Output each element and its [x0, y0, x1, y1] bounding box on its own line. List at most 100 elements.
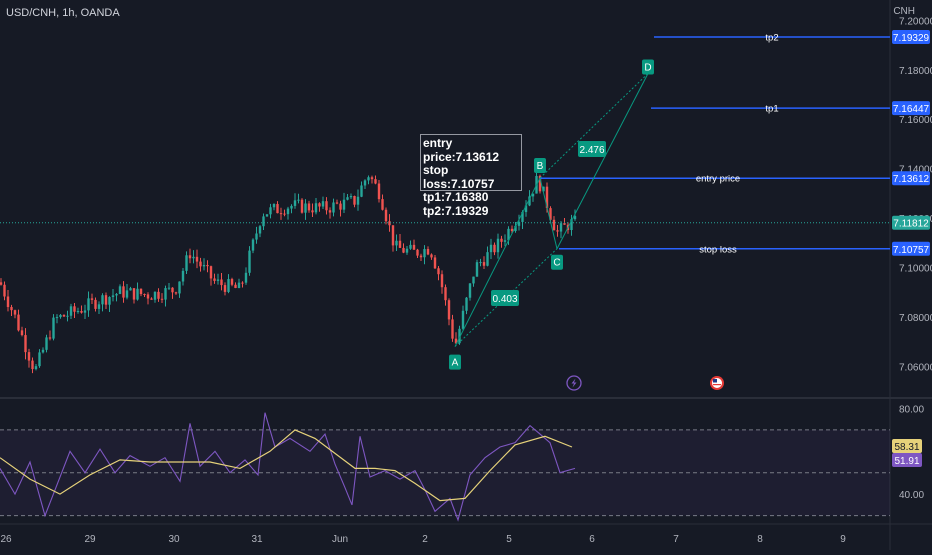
- candle-body: [531, 193, 535, 197]
- level-price-tag: [892, 171, 930, 186]
- candle-body: [251, 239, 255, 251]
- level-label: tp1: [765, 104, 778, 115]
- price-tick-label: 7.18000: [899, 66, 932, 77]
- candle-body: [510, 228, 514, 232]
- candle-body: [433, 257, 437, 269]
- candle-body: [139, 288, 143, 295]
- candle-body: [150, 298, 153, 300]
- candle-body: [335, 202, 339, 204]
- candle-body: [538, 175, 542, 192]
- candle-body: [286, 208, 290, 215]
- time-tick-label: 30: [168, 534, 180, 545]
- candle-body: [307, 203, 311, 211]
- candle-body: [279, 213, 283, 215]
- time-tick-label: 5: [506, 534, 512, 545]
- pattern-point-label: B: [537, 161, 544, 172]
- candle-body: [528, 196, 531, 206]
- candle-body: [80, 311, 83, 313]
- candle-body: [115, 293, 118, 296]
- time-tick-label: 8: [757, 534, 763, 545]
- candle-body: [73, 306, 76, 312]
- candle-body: [48, 337, 52, 339]
- time-tick-label: 26: [0, 534, 12, 545]
- candle-body: [276, 204, 279, 214]
- candle-body: [244, 272, 248, 283]
- candle-body: [349, 195, 353, 198]
- candle-body: [500, 238, 503, 242]
- candle-body: [363, 180, 367, 186]
- candle-body: [216, 279, 220, 281]
- candle-body: [143, 294, 146, 296]
- candle-body: [199, 261, 202, 267]
- candle-body: [111, 295, 115, 297]
- candle-body: [486, 252, 489, 266]
- candle-body: [391, 225, 395, 246]
- candle-body: [6, 296, 10, 308]
- pattern-point-badge: [551, 254, 563, 270]
- candle-body: [388, 221, 391, 226]
- candle-body: [104, 295, 108, 305]
- candle-body: [524, 205, 528, 213]
- candle-body: [318, 203, 321, 207]
- pattern-ratio-label: 2.476: [579, 145, 604, 156]
- level-price-label: 7.19329: [893, 33, 930, 44]
- candle-body: [311, 210, 314, 213]
- pattern-diagonal-bd: [539, 73, 649, 179]
- level-price-tag: [892, 101, 930, 116]
- level-tp1: tp1 7.16447: [651, 101, 930, 116]
- currency-label: CNH: [893, 6, 915, 17]
- level-price-tag: [892, 29, 930, 44]
- candle-body: [479, 262, 482, 264]
- price-tick-label: 7.20000: [899, 16, 932, 27]
- candle-body: [31, 360, 34, 370]
- pattern-leg: [556, 73, 649, 249]
- candle-body: [405, 248, 409, 253]
- candle-body: [272, 204, 276, 208]
- candle-body: [24, 335, 27, 353]
- candle-body: [20, 330, 24, 336]
- lightning-ring: [566, 375, 582, 391]
- candle-body: [461, 310, 465, 329]
- candle-body: [223, 285, 227, 292]
- lightning-icon: [566, 375, 582, 391]
- candle-body: [419, 255, 423, 258]
- candle-body: [55, 317, 59, 319]
- candle-body: [402, 247, 405, 253]
- flag-canton: [713, 379, 717, 383]
- candle-body: [367, 177, 370, 181]
- rsi-ma-line: [0, 429, 573, 502]
- candle-body: [542, 186, 545, 192]
- candle-body: [157, 291, 160, 299]
- candle-body: [90, 298, 94, 300]
- candle-body: [41, 349, 45, 353]
- rsi-tick-label: 40.00: [899, 490, 924, 501]
- candle-body: [482, 262, 486, 266]
- candles-group: [0, 171, 577, 374]
- candle-body: [164, 288, 167, 300]
- candle-body: [353, 195, 356, 205]
- pattern-leg: [539, 177, 558, 249]
- candle-body: [167, 287, 171, 289]
- rsi-value-tag: [892, 439, 922, 453]
- candle-body: [69, 306, 73, 316]
- candle-body: [255, 233, 258, 240]
- level-stop-loss: stop loss 7.10757: [559, 241, 930, 256]
- candle-body: [122, 286, 125, 298]
- candle-body: [83, 310, 87, 313]
- candle-body: [517, 221, 521, 226]
- time-tick-label: Jun: [332, 534, 348, 545]
- candle-body: [563, 223, 566, 225]
- candle-body: [573, 216, 577, 220]
- candle-body: [514, 225, 517, 232]
- candle-body: [475, 262, 479, 277]
- candle-body: [507, 228, 510, 241]
- level-price-label: 7.10757: [893, 245, 930, 256]
- candle-body: [297, 199, 300, 201]
- time-tick-label: 6: [589, 534, 595, 545]
- candle-body: [10, 307, 13, 311]
- candle-body: [293, 200, 297, 206]
- time-tick-label: 29: [84, 534, 96, 545]
- candle-body: [377, 183, 381, 200]
- pattern-point-badge: [449, 354, 461, 370]
- trade-info-box[interactable]: entry price:7.13612 stop loss:7.10757 tp…: [420, 134, 522, 217]
